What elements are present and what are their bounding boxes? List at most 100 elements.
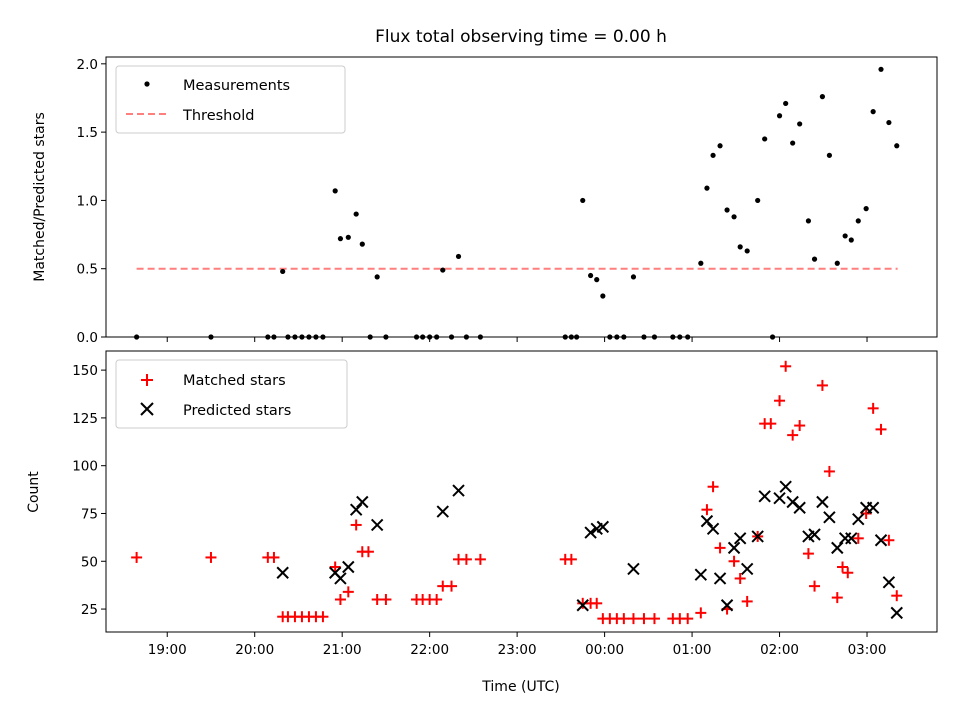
- predicted-stars-point: [356, 495, 369, 509]
- top-y-tick-label: 2.0: [77, 57, 98, 73]
- measurement-point: [588, 272, 594, 279]
- predicted-stars-point: [334, 572, 347, 585]
- x-axis-label: Time (UTC): [481, 679, 559, 695]
- x-tick-label: 23:00: [498, 642, 537, 658]
- predicted-stars-point: [845, 532, 858, 545]
- top-y-tick-label: 0.5: [77, 262, 98, 278]
- predicted-stars-point: [779, 480, 792, 493]
- matched-stars-point: [431, 594, 443, 606]
- x-tick-label: 01:00: [673, 642, 712, 658]
- predicted-stars-point: [773, 491, 786, 505]
- predicted-stars-point: [349, 503, 363, 516]
- bottom-y-axis-label: Count: [26, 471, 42, 513]
- top-panel: 0.00.51.01.52.0 Matched/Predicted stars …: [32, 56, 938, 346]
- matched-stars-point: [350, 519, 362, 531]
- x-tick-label: 02:00: [760, 642, 799, 658]
- top-legend: Measurements Threshold: [115, 65, 346, 134]
- measurement-point: [280, 268, 286, 275]
- bottom-y-tick-label: 75: [81, 506, 98, 522]
- measurement-point: [805, 218, 812, 224]
- matched-stars-point: [460, 553, 472, 565]
- top-y-tick-label: 1.5: [77, 125, 98, 141]
- bottom-x-ticks: 19:00 20:00 21:00 22:00 23:00 00:00 01:00 02:00…: [148, 632, 887, 658]
- matched-stars-point: [734, 572, 746, 584]
- bottom-y-tick-label: 100: [72, 459, 98, 475]
- predicted-stars-point: [596, 520, 610, 534]
- measurement-point: [762, 136, 768, 142]
- matched-stars-point: [591, 597, 603, 609]
- matched-stars-point: [883, 534, 895, 546]
- figure-title: Flux total observing time = 0.00 h: [375, 27, 667, 47]
- matched-stars-point: [682, 613, 694, 625]
- predicted-stars-point: [706, 522, 720, 535]
- predicted-stars-point: [831, 541, 844, 555]
- measurement-point: [374, 274, 380, 280]
- legend-measurements-marker: [144, 81, 150, 87]
- measurement-point: [886, 119, 892, 126]
- predicted-stars-point: [694, 568, 708, 581]
- measurement-point: [783, 100, 789, 107]
- measurement-point: [737, 244, 743, 250]
- matched-stars-point: [816, 379, 828, 391]
- matched-stars-point: [831, 592, 843, 604]
- top-panel-frame: [105, 56, 938, 338]
- matched-stars-point: [701, 504, 713, 516]
- predicted-stars-point: [866, 501, 880, 514]
- matched-stars-point: [474, 553, 486, 565]
- top-y-tick-label: 0.0: [77, 330, 98, 346]
- predicted-stars-point: [890, 606, 903, 620]
- predicted-stars-point: [751, 530, 764, 543]
- matched-stars-point: [809, 580, 821, 592]
- measurement-point: [698, 260, 704, 266]
- top-y-axis-label: Matched/Predicted stars: [32, 112, 48, 282]
- predicted-stars-point: [727, 541, 741, 555]
- measurement-point: [630, 274, 637, 280]
- predicted-stars-point: [627, 562, 640, 576]
- bottom-y-tick-label: 125: [72, 411, 98, 427]
- top-y-tick-label: 1.0: [77, 193, 98, 209]
- measurement-point: [855, 218, 861, 224]
- measurement-point: [842, 233, 848, 239]
- matched-stars-point: [446, 580, 458, 592]
- bottom-y-ticks: 25 50 75 100 125 150: [72, 363, 106, 618]
- matched-stars-point: [842, 567, 854, 579]
- matched-stars-point: [765, 418, 777, 430]
- bottom-panel-frame: [105, 350, 938, 633]
- matched-stars-point: [728, 555, 740, 567]
- matched-stars-point: [131, 551, 143, 563]
- measurement-point: [337, 236, 344, 242]
- predicted-stars-point: [700, 514, 714, 528]
- bottom-plot-area: [131, 360, 903, 625]
- measurement-point: [332, 188, 338, 194]
- matched-stars-point: [714, 542, 726, 554]
- matched-stars-point: [802, 548, 814, 560]
- top-y-ticks: 0.0 0.5 1.0 1.5 2.0: [77, 57, 106, 346]
- measurement-point: [819, 94, 826, 100]
- predicted-stars-point: [882, 576, 896, 589]
- measurement-point: [710, 152, 716, 158]
- predicted-stars-point: [808, 528, 821, 541]
- legend-matched-marker: [141, 374, 153, 386]
- measurement-point: [797, 121, 803, 127]
- bottom-panel: 25 50 75 100 125 150 19:00 20:00 21:00 22:00 23:0…: [26, 350, 938, 695]
- matched-stars-point: [342, 586, 354, 598]
- matched-stars-point: [837, 561, 849, 573]
- predicted-stars-point: [740, 562, 754, 576]
- measurement-point: [704, 185, 710, 191]
- matched-stars-point: [741, 595, 753, 607]
- matched-stars-point: [205, 551, 217, 563]
- x-tick-label: 03:00: [848, 642, 887, 658]
- measurement-point: [455, 253, 462, 260]
- bottom-y-tick-label: 150: [72, 363, 98, 379]
- legend-matched-label: Matched stars: [183, 373, 286, 389]
- matched-stars-point: [823, 465, 835, 477]
- bottom-legend: Matched stars Predicted stars: [115, 359, 348, 429]
- bottom-y-tick-label: 50: [81, 554, 98, 570]
- matched-stars-point: [867, 402, 879, 414]
- bottom-y-tick-label: 25: [81, 602, 98, 618]
- legend-measurements-label: Measurements: [183, 78, 290, 94]
- matched-stars-point: [875, 423, 887, 435]
- matched-stars-point: [565, 553, 577, 565]
- measurement-point: [878, 66, 884, 72]
- matched-stars-point: [618, 613, 630, 625]
